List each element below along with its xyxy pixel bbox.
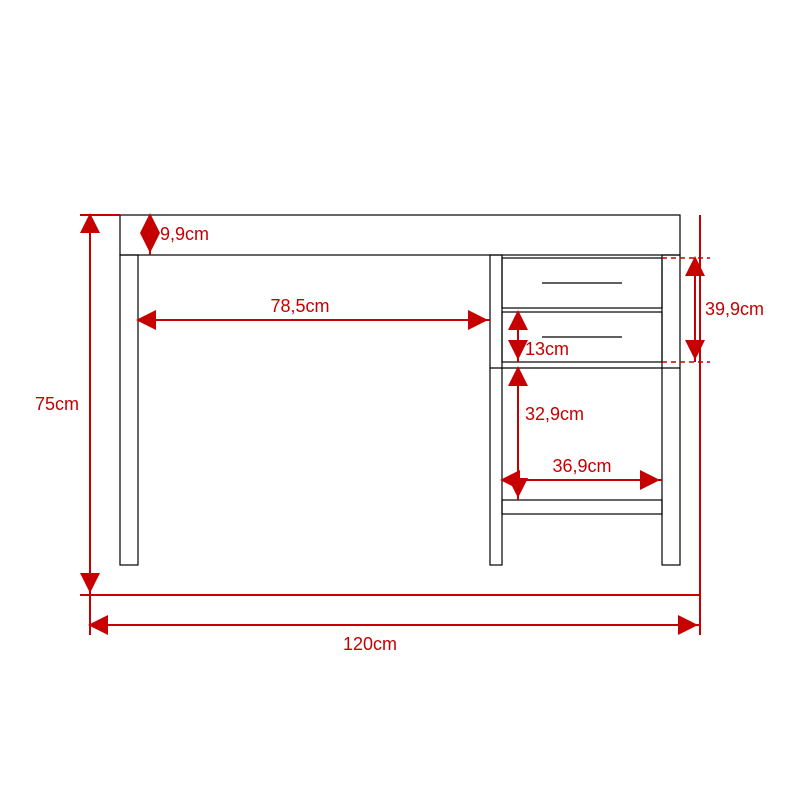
dim-shelf-width: 36,9cm <box>552 456 611 476</box>
dim-shelf-height: 32,9cm <box>525 404 584 424</box>
dim-total-height: 75cm <box>35 394 79 414</box>
dim-open-width: 78,5cm <box>270 296 329 316</box>
dim-top-thickness: 9,9cm <box>160 224 209 244</box>
dim-drawer-width: 39,9cm <box>705 299 764 319</box>
desk-outline <box>120 215 680 565</box>
desk-dimension-diagram: 75cm 120cm 9,9cm 78,5cm 39,9cm 13cm 32,9… <box>0 0 800 800</box>
dim-total-width: 120cm <box>343 634 397 654</box>
dimensions: 75cm 120cm 9,9cm 78,5cm 39,9cm 13cm 32,9… <box>35 215 764 654</box>
dim-drawer-height: 13cm <box>525 339 569 359</box>
